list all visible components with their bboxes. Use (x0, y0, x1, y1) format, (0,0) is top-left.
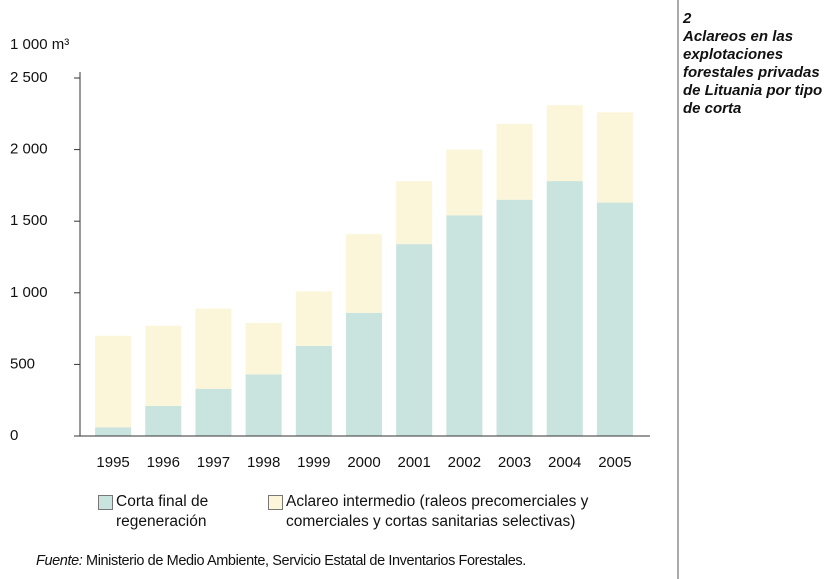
bar-segment (346, 234, 382, 313)
bar-segment (295, 291, 332, 346)
legend-item: Aclareo intermedio (raleos precomerciale… (268, 492, 668, 532)
x-tick-label: 1996 (147, 454, 180, 471)
bar-segment (546, 105, 583, 182)
bar-segment (245, 322, 282, 375)
legend-label: Aclareo intermedio (raleos precomerciale… (286, 493, 589, 530)
y-tick-label: 1 500 (10, 212, 48, 229)
legend-swatch (98, 495, 113, 510)
source: Fuente: Ministerio de Medio Ambiente, Se… (36, 553, 526, 569)
chart-title: Aclareos en las explotaciones forestales… (683, 28, 823, 117)
bar-segment (546, 181, 583, 436)
y-axis-label: 1 000 m³ (10, 36, 69, 53)
bar-segment (446, 149, 483, 216)
bar-segment (396, 244, 433, 436)
y-tick-label: 1 000 (10, 284, 48, 301)
x-tick-label: 1997 (197, 454, 230, 471)
y-tick-label: 2 000 (10, 141, 48, 158)
figure-number: 2 (683, 10, 692, 27)
bar-segment (195, 388, 232, 436)
legend-swatch (268, 495, 283, 510)
x-tick-label: 1995 (96, 454, 129, 471)
bar-segment (295, 345, 332, 436)
bar-segment (195, 308, 232, 389)
x-tick-label: 2004 (548, 454, 581, 471)
x-tick-label: 2000 (347, 454, 380, 471)
y-tick-label: 0 (10, 427, 18, 444)
bar-segment (446, 215, 483, 436)
bar-segment (596, 112, 633, 203)
bar-segment (95, 427, 132, 436)
x-tick-label: 2005 (598, 454, 631, 471)
bar-segment (496, 123, 533, 200)
legend-label: Corta final de regeneración (116, 493, 209, 530)
source-text: Ministerio de Medio Ambiente, Servicio E… (86, 553, 526, 569)
bar-segment (245, 374, 282, 436)
x-tick-label: 2003 (498, 454, 531, 471)
source-label: Fuente: (36, 553, 83, 569)
bar-segment (596, 202, 633, 436)
y-tick-label: 2 500 (10, 69, 48, 86)
x-tick-label: 2002 (448, 454, 481, 471)
bar-segment (145, 325, 182, 406)
bar-segment (346, 312, 382, 436)
x-tick-label: 1998 (247, 454, 280, 471)
x-tick-label: 2001 (397, 454, 430, 471)
bar-segment (145, 405, 182, 436)
y-tick-label: 500 (10, 355, 35, 372)
legend-item: Corta final de regeneración (98, 492, 248, 532)
bar-segment (496, 199, 533, 436)
bar-segment (396, 181, 433, 245)
x-tick-label: 1999 (297, 454, 330, 471)
bar-segment (95, 335, 132, 428)
